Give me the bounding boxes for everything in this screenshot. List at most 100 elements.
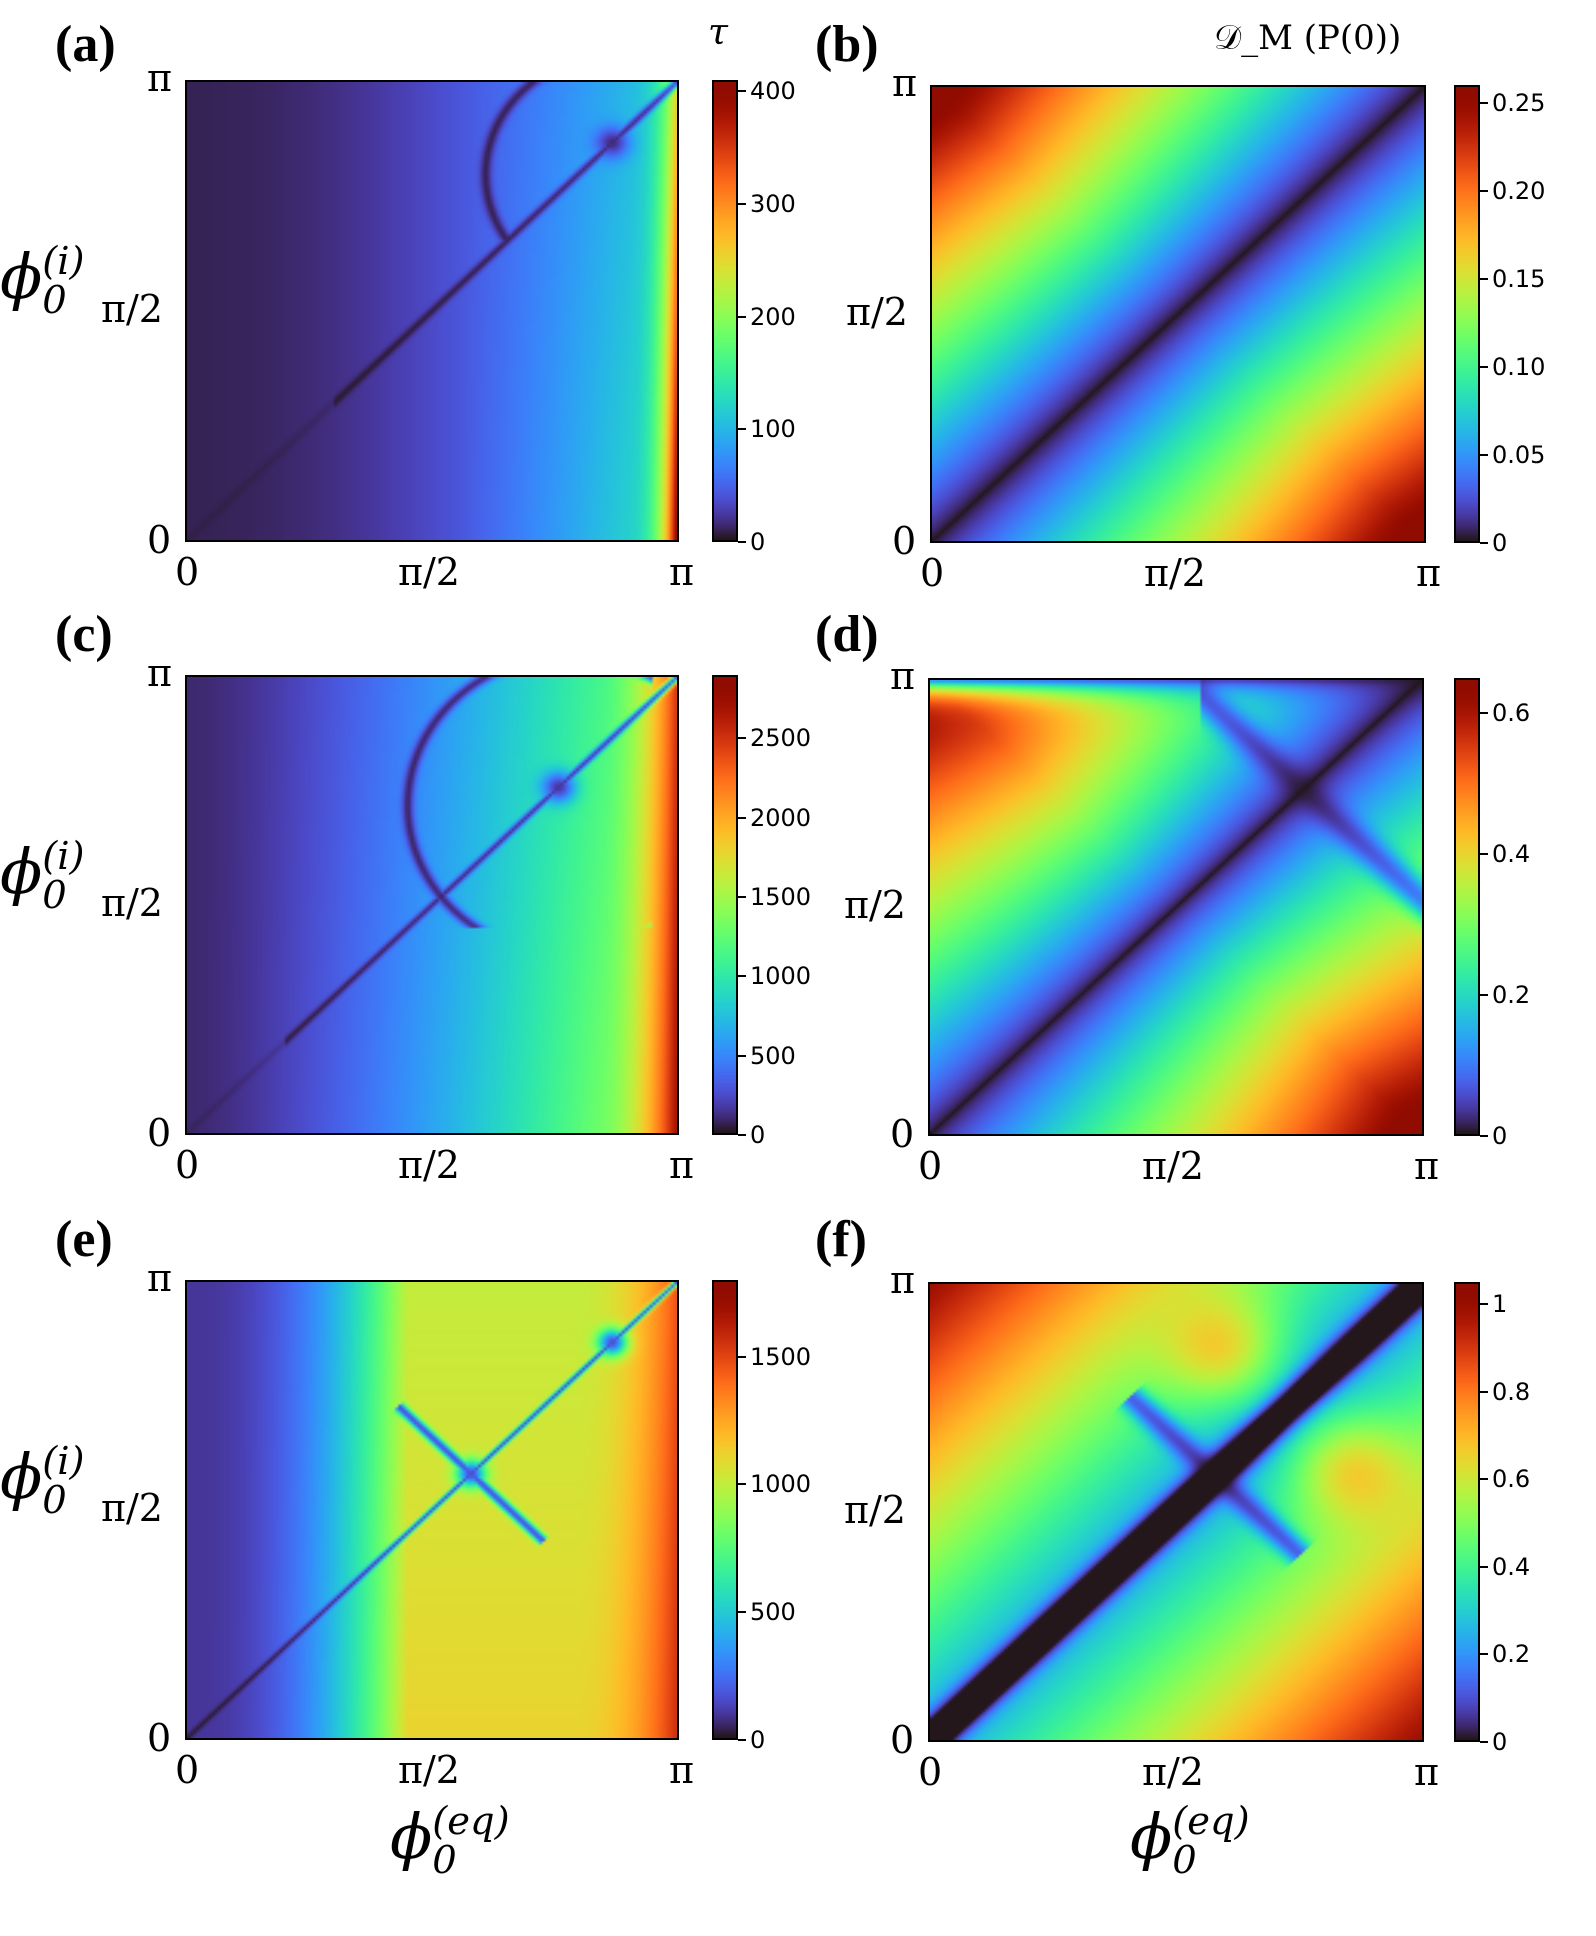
colorbar-tick-label: 0: [750, 1726, 766, 1754]
colorbar-gradient: [1456, 680, 1478, 1134]
x-axis-label-left: ϕ (eq) 0: [390, 1800, 510, 1880]
y-tick-label: π: [147, 1256, 172, 1300]
colorbar-tick-label: 0.20: [1492, 176, 1546, 205]
colorbar-tick-mark: [738, 1054, 746, 1057]
x-tick-label: π: [1414, 1750, 1439, 1794]
colorbar-tick-mark: [738, 1739, 746, 1741]
colorbar-tick-label: 2500: [750, 724, 812, 753]
colorbar-tick-label: 0.25: [1492, 88, 1546, 117]
x-axis-label-right-base: ϕ: [1130, 1800, 1173, 1873]
colorbar-tick-mark: [1480, 1653, 1488, 1656]
y-tick-label: π: [147, 651, 172, 695]
colorbar-tick-label: 0.2: [1492, 981, 1531, 1010]
colorbar-tick-mark: [1480, 1390, 1488, 1393]
colorbar-title: τ: [708, 12, 728, 53]
colorbar-tick-label: 0: [1492, 1728, 1508, 1756]
panel-label: (e): [55, 1211, 113, 1268]
colorbar-tick-mark: [738, 896, 746, 899]
x-axis-label-left-base: ϕ: [390, 1800, 433, 1873]
colorbar: [712, 1280, 738, 1740]
y-tick-label: π/2: [846, 290, 908, 334]
colorbar-tick-label: 0.15: [1492, 264, 1546, 293]
panel-label: (c): [55, 606, 113, 663]
colorbar-gradient: [714, 82, 736, 540]
colorbar-tick-mark: [1480, 1565, 1488, 1568]
colorbar-tick-mark: [738, 428, 746, 431]
colorbar-tick-label: 1500: [750, 883, 812, 912]
x-tick-label: π/2: [398, 550, 460, 594]
heatmap-plot: [185, 1280, 679, 1740]
colorbar-tick-label: 0.8: [1492, 1377, 1531, 1406]
y-tick-label: π: [892, 61, 917, 105]
colorbar-tick-mark: [738, 1611, 746, 1614]
colorbar: [1454, 1282, 1480, 1742]
heatmap-plot: [185, 675, 679, 1135]
colorbar-tick-mark: [1480, 542, 1488, 544]
y-tick-label: 0: [892, 519, 917, 563]
x-tick-label: π: [669, 550, 694, 594]
x-tick-label: π/2: [1142, 1750, 1204, 1794]
colorbar-tick-mark: [1480, 1135, 1488, 1137]
colorbar-tick-label: 0: [1492, 1122, 1508, 1150]
heatmap-plot: [928, 1282, 1424, 1742]
x-tick-label: π/2: [1142, 1144, 1204, 1188]
y-tick-label: π/2: [101, 287, 163, 331]
y-axis-label-c-base: ϕ: [0, 835, 43, 908]
x-tick-label: 0: [918, 1750, 943, 1794]
colorbar-tick-mark: [738, 541, 746, 543]
y-axis-label-e-sub: 0: [42, 1477, 67, 1523]
colorbar-tick-label: 1500: [750, 1342, 812, 1371]
y-axis-label-a-scripts: (i) 0: [42, 239, 85, 323]
y-axis-label-a-sup: (i): [42, 239, 85, 285]
colorbar-tick-mark: [1480, 101, 1488, 104]
heatmap-canvas: [930, 680, 1422, 1134]
colorbar-tick-label: 0.2: [1492, 1640, 1531, 1669]
colorbar-tick-label: 2000: [750, 803, 812, 832]
colorbar-tick-mark: [738, 1355, 746, 1358]
y-axis-label-c-scripts: (i) 0: [42, 837, 84, 915]
y-axis-label-e-sup: (i): [42, 1439, 85, 1485]
colorbar-gradient: [1456, 1284, 1478, 1740]
colorbar-tick-mark: [738, 975, 746, 978]
colorbar-tick-mark: [738, 90, 746, 93]
colorbar-tick-mark: [738, 202, 746, 205]
y-axis-label-c: ϕ (i) 0: [0, 835, 85, 915]
colorbar-tick-label: 0.05: [1492, 440, 1546, 469]
heatmap-canvas: [187, 82, 677, 540]
colorbar-tick-mark: [1480, 453, 1488, 456]
panel-label: (b): [815, 16, 879, 73]
y-tick-label: 0: [147, 1111, 172, 1155]
y-axis-label-e-scripts: (i) 0: [42, 1439, 85, 1523]
panel-label: (d): [815, 606, 879, 663]
y-tick-label: π/2: [844, 883, 906, 927]
x-tick-label: π/2: [1144, 551, 1206, 595]
y-axis-label-a-base: ϕ: [0, 240, 43, 313]
colorbar-tick-label: 100: [750, 415, 796, 444]
colorbar-tick-mark: [1480, 853, 1488, 856]
colorbar-tick-label: 500: [750, 1041, 796, 1070]
heatmap-plot: [928, 678, 1424, 1136]
x-tick-label: 0: [918, 1144, 943, 1188]
y-tick-label: π/2: [101, 881, 163, 925]
x-tick-label: π: [1414, 1144, 1439, 1188]
colorbar-tick-mark: [738, 315, 746, 318]
colorbar: [712, 675, 738, 1135]
colorbar-tick-label: 0.6: [1492, 699, 1531, 728]
colorbar-tick-label: 0: [750, 1121, 766, 1149]
y-tick-label: 0: [890, 1112, 915, 1156]
colorbar-gradient: [714, 677, 736, 1133]
x-tick-label: π: [669, 1143, 694, 1187]
x-tick-label: 0: [175, 1748, 200, 1792]
colorbar-tick-mark: [738, 816, 746, 819]
colorbar-title: 𝒟_M (P(0)): [1214, 18, 1402, 58]
x-tick-label: 0: [175, 1143, 200, 1187]
colorbar-tick-mark: [1480, 1302, 1488, 1305]
x-tick-label: π/2: [398, 1143, 460, 1187]
y-axis-label-a-sub: 0: [42, 277, 67, 323]
colorbar: [1454, 678, 1480, 1136]
colorbar-tick-label: 1: [1492, 1289, 1508, 1318]
x-tick-label: π: [669, 1748, 694, 1792]
x-tick-label: 0: [920, 551, 945, 595]
y-tick-label: π: [147, 56, 172, 100]
y-tick-label: π/2: [844, 1488, 906, 1532]
